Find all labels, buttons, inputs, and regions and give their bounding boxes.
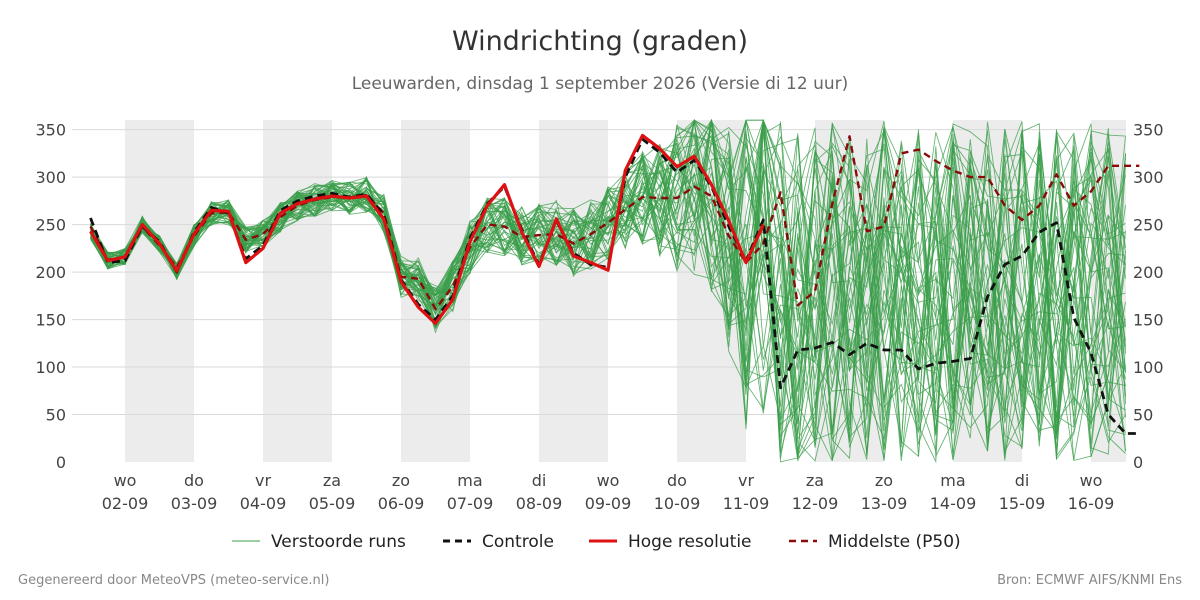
y-tick-left-300: 300 (35, 168, 66, 187)
main-series (89, 133, 1140, 435)
x-tick-date-6: 07-09 (447, 494, 494, 513)
y-tick-left-50: 50 (46, 406, 66, 425)
legend-label-1: Controle (482, 532, 554, 552)
x-tick-date-4: 05-09 (309, 494, 356, 513)
x-tick-day-10: vr (738, 471, 754, 490)
y-tick-right-100: 100 (1133, 358, 1164, 377)
x-tick-date-13: 14-09 (930, 494, 977, 513)
y-tick-left-250: 250 (35, 216, 66, 235)
x-tick-day-9: do (667, 471, 687, 490)
ensemble-runs (90, 118, 1126, 464)
x-tick-day-7: di (532, 471, 547, 490)
footer-credit: Gegenereerd door MeteoVPS (meteo-service… (18, 573, 329, 588)
shaded-band-3 (539, 120, 608, 462)
y-tick-left-0: 0 (56, 453, 66, 472)
legend-label-2: Hoge resolutie (628, 532, 752, 552)
x-tick-date-1: 02-09 (102, 494, 149, 513)
x-tick-day-14: di (1015, 471, 1030, 490)
ensemble-run-49 (90, 122, 1126, 452)
x-tick-date-15: 16-09 (1068, 494, 1115, 513)
x-tick-date-8: 09-09 (585, 494, 632, 513)
y-tick-left-150: 150 (35, 311, 66, 330)
shaded-band-1 (263, 120, 332, 462)
ensemble-run-47 (90, 132, 1126, 450)
x-tick-date-5: 06-09 (378, 494, 425, 513)
x-tick-day-1: wo (114, 471, 137, 490)
x-tick-date-12: 13-09 (861, 494, 908, 513)
y-tick-right-250: 250 (1133, 216, 1164, 235)
x-tick-day-6: ma (457, 471, 482, 490)
x-tick-date-9: 10-09 (654, 494, 701, 513)
y-tick-left-200: 200 (35, 263, 66, 282)
x-tick-day-4: za (323, 471, 341, 490)
legend: Verstoorde runs Controle Hoge resolutie Mid… (232, 532, 961, 552)
chart-subtitle: Leeuwarden, dinsdag 1 september 2026 (Ve… (352, 74, 849, 94)
series-hoge-resolutie (89, 133, 765, 325)
y-tick-right-350: 350 (1133, 121, 1164, 140)
x-tick-day-15: wo (1080, 471, 1103, 490)
y-tick-left-100: 100 (35, 358, 66, 377)
ensemble-run-40 (90, 119, 1126, 460)
x-tick-day-2: do (184, 471, 204, 490)
legend-label-0: Verstoorde runs (271, 532, 406, 552)
y-axis-left: 0 50 100 150 200 250 300 350 (35, 121, 66, 472)
x-tick-date-10: 11-09 (723, 494, 770, 513)
x-tick-date-7: 08-09 (516, 494, 563, 513)
footer-source: Bron: ECMWF AIFS/KNMI Ens (997, 573, 1182, 588)
chart-title: Windrichting (graden) (452, 26, 748, 57)
ensemble-run-35 (90, 121, 1126, 438)
y-tick-right-150: 150 (1133, 311, 1164, 330)
y-tick-right-300: 300 (1133, 168, 1164, 187)
ensemble-run-46 (90, 120, 1126, 451)
ensemble-run-48 (90, 120, 1126, 453)
y-tick-right-200: 200 (1133, 263, 1164, 282)
series-middelste-p50- (89, 135, 1140, 311)
x-tick-date-2: 03-09 (171, 494, 218, 513)
x-tick-date-3: 04-09 (240, 494, 287, 513)
x-tick-day-13: ma (940, 471, 965, 490)
x-tick-day-11: za (806, 471, 824, 490)
y-tick-right-50: 50 (1133, 406, 1153, 425)
y-tick-right-0: 0 (1133, 453, 1143, 472)
x-tick-day-5: zo (392, 471, 410, 490)
ensemble-run-45 (90, 120, 1126, 458)
legend-label-3: Middelste (P50) (828, 532, 961, 552)
x-axis: wo 02-09 do 03-09 vr 04-09 za 05-09 zo 06-09 ma 07-… (102, 471, 1115, 513)
x-tick-day-8: wo (597, 471, 620, 490)
x-tick-date-14: 15-09 (999, 494, 1046, 513)
ensemble-run-37 (90, 120, 1126, 441)
ensemble-run-41 (90, 120, 1126, 414)
x-tick-day-12: zo (875, 471, 893, 490)
shaded-band-0 (125, 120, 194, 462)
y-axis-right: 0 50 100 150 200 250 300 350 (1133, 121, 1164, 472)
x-tick-day-3: vr (255, 471, 271, 490)
x-tick-date-11: 12-09 (792, 494, 839, 513)
y-tick-left-350: 350 (35, 121, 66, 140)
